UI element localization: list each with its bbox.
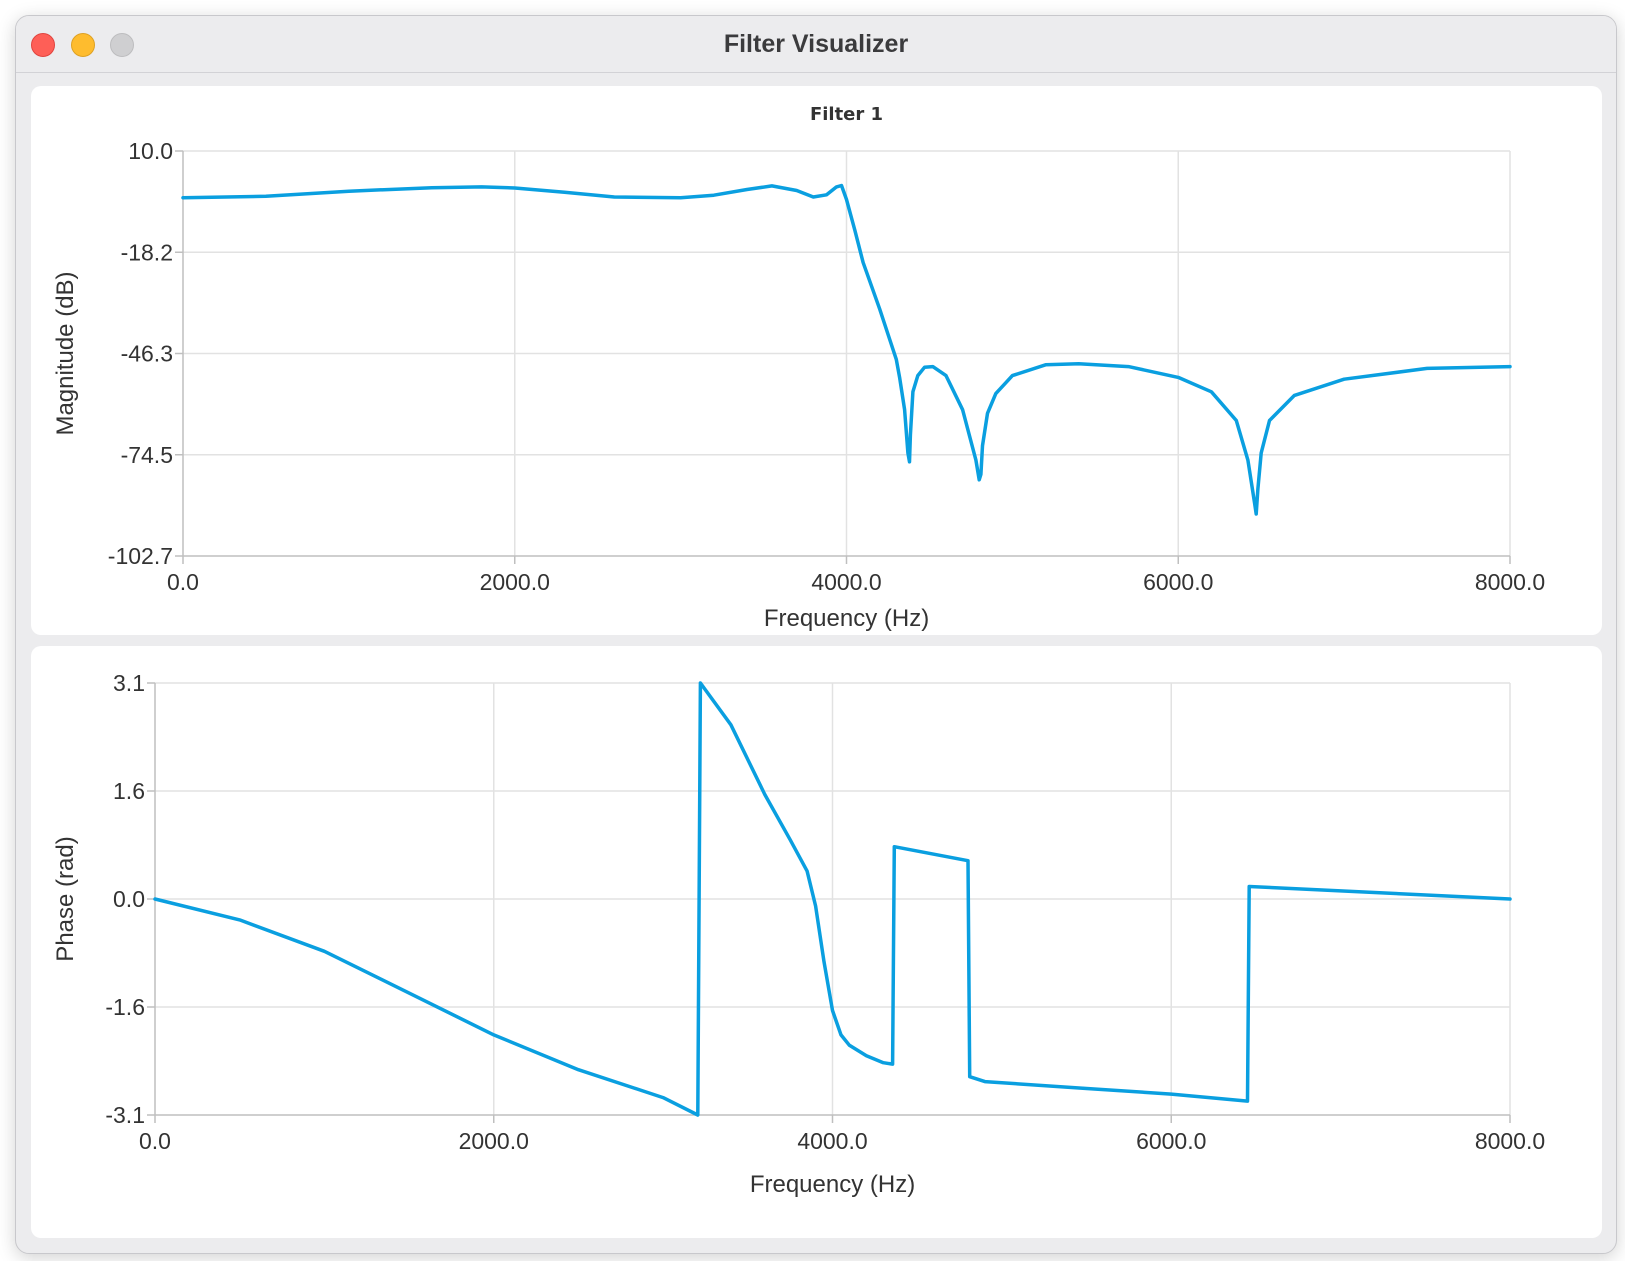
series-line <box>181 183 1512 516</box>
chart-title: Filter 1 <box>810 104 883 125</box>
y-axis-label: Phase (rad) <box>52 836 79 961</box>
y-tick-label: -18.2 <box>121 239 173 265</box>
x-tick-label: 8000.0 <box>1475 1128 1545 1154</box>
y-tick-label: -3.1 <box>105 1102 145 1128</box>
x-tick-label: 4000.0 <box>797 1128 867 1154</box>
y-tick-label: -74.5 <box>121 442 173 468</box>
magnitude-chart: Filter 1 0.0 2000.0 4000.0 6000.0 8000.0 10.0 -… <box>52 104 1545 632</box>
y-tick-label: 10.0 <box>128 138 173 164</box>
y-tick-label: 1.6 <box>113 778 145 804</box>
window-title: Filter Visualizer <box>723 30 909 58</box>
y-tick-label: -46.3 <box>121 341 173 367</box>
series-line <box>153 681 1512 1117</box>
phase-chart: 0.0 2000.0 4000.0 6000.0 8000.0 3.1 1.6 0.0 -1.6… <box>52 670 1545 1198</box>
zoom-window-button[interactable] <box>110 33 134 57</box>
magnitude-panel: Filter 1 0.0 2000.0 4000.0 6000.0 8000.0 10.0 -… <box>31 86 1602 635</box>
x-tick-label: 4000.0 <box>811 569 881 595</box>
x-tick-label: 2000.0 <box>459 1128 529 1154</box>
app-window: Filter Visualizer Filter 1 0.0 2000.0 4000.… <box>15 15 1617 1254</box>
y-tick-label: -102.7 <box>108 543 173 569</box>
x-axis-label: Frequency (Hz) <box>764 605 929 632</box>
y-tick-label: 3.1 <box>113 670 145 696</box>
y-tick-label: 0.0 <box>113 886 145 912</box>
close-window-button[interactable] <box>31 33 55 57</box>
x-tick-label: 0.0 <box>167 569 199 595</box>
x-axis-label: Frequency (Hz) <box>750 1171 915 1198</box>
phase-panel: 0.0 2000.0 4000.0 6000.0 8000.0 3.1 1.6 0.0 -1.6… <box>31 646 1602 1238</box>
x-tick-label: 6000.0 <box>1136 1128 1206 1154</box>
title-bar[interactable]: Filter Visualizer <box>16 16 1616 73</box>
x-tick-label: 6000.0 <box>1143 569 1213 595</box>
x-tick-label: 8000.0 <box>1475 569 1545 595</box>
x-tick-label: 0.0 <box>139 1128 171 1154</box>
minimize-window-button[interactable] <box>71 33 95 57</box>
x-tick-label: 2000.0 <box>480 569 550 595</box>
y-axis-label: Magnitude (dB) <box>52 271 79 435</box>
y-tick-label: -1.6 <box>105 994 145 1020</box>
